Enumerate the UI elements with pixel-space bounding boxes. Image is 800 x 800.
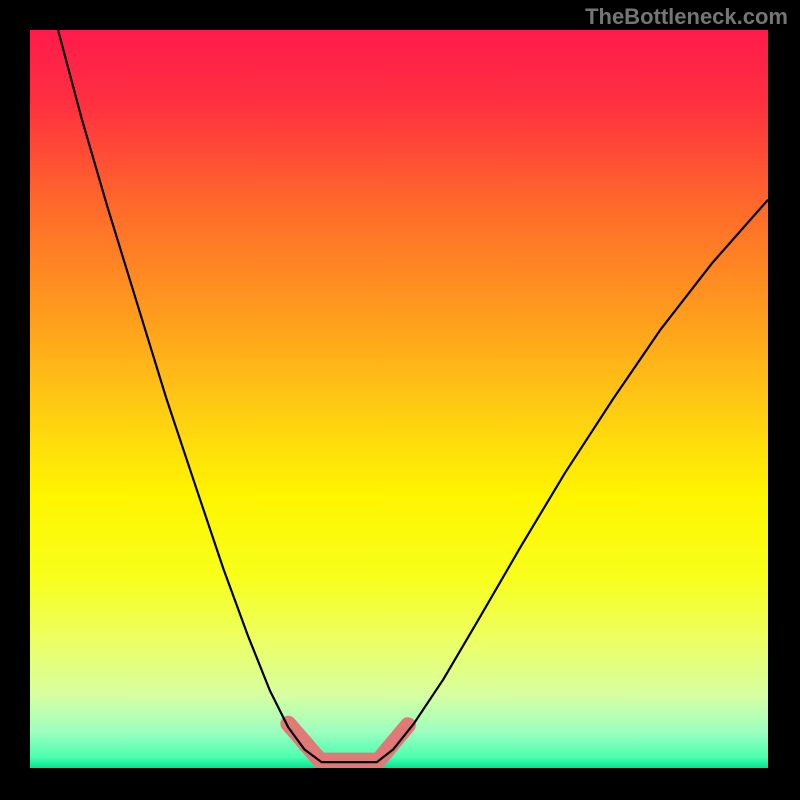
highlight-path <box>288 724 408 761</box>
chart-container: TheBottleneck.com <box>0 0 800 800</box>
watermark-text: TheBottleneck.com <box>585 4 788 30</box>
curves-svg <box>30 30 768 768</box>
v-curve-path <box>58 30 768 762</box>
plot-area <box>30 30 768 768</box>
